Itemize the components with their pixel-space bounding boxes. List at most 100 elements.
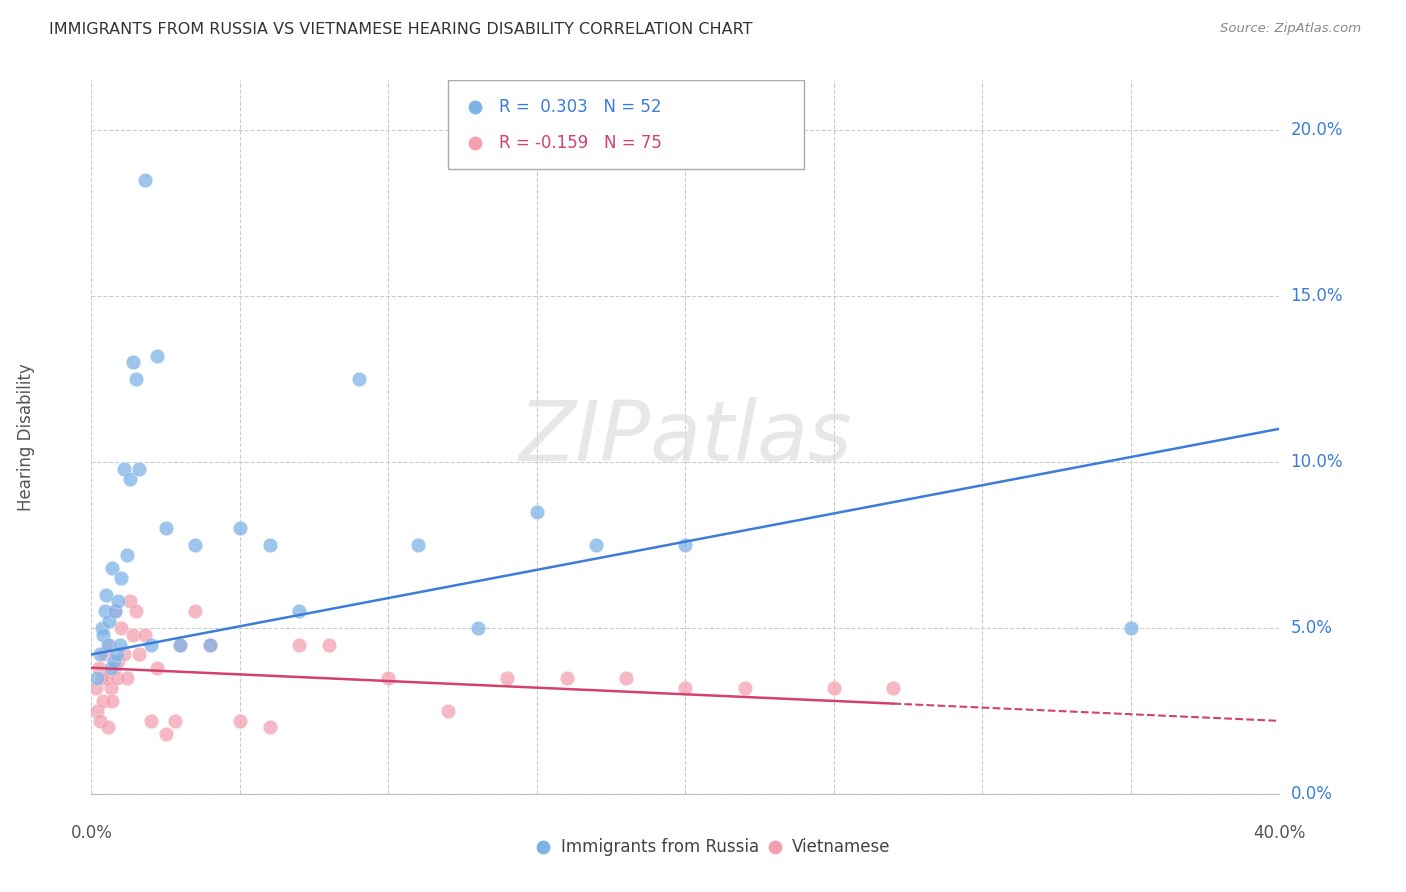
Point (134, 627, 156, 641)
Point (90, 671, 112, 685)
Point (145, 349, 167, 363)
Point (145, 661, 167, 675)
Point (107, 594, 129, 608)
Point (115, 671, 138, 685)
Point (96, 588, 118, 602)
Point (90, 621, 112, 635)
Point (496, 671, 519, 685)
Point (118, 594, 141, 608)
Point (105, 671, 128, 685)
Point (110, 621, 132, 635)
Point (89, 714, 111, 728)
Point (87, 661, 110, 675)
Text: R =  0.303   N = 52: R = 0.303 N = 52 (499, 98, 661, 116)
Point (125, 372, 148, 386)
Text: 5.0%: 5.0% (1291, 619, 1333, 637)
Point (115, 548, 138, 562)
Point (86, 704, 108, 718)
Point (526, 505, 548, 519)
Point (89, 648, 111, 662)
Point (90, 756, 112, 771)
Point (84, 681, 107, 695)
Point (128, 648, 150, 662)
Point (288, 638, 311, 652)
Point (94, 648, 117, 662)
Point (94, 604, 117, 618)
Point (229, 521, 252, 535)
Point (100, 661, 122, 675)
Point (155, 521, 177, 535)
Point (91, 789, 114, 804)
Point (467, 621, 489, 635)
Point (90, 755, 112, 769)
Point (139, 714, 162, 728)
Point (100, 681, 122, 695)
Point (673, 681, 696, 695)
Point (555, 671, 578, 685)
Point (155, 727, 177, 741)
Point (734, 681, 756, 695)
Point (103, 654, 125, 668)
Point (97, 638, 120, 652)
Point (91, 627, 114, 641)
Point (112, 461, 135, 475)
Point (97, 789, 120, 804)
Point (122, 355, 145, 369)
Point (614, 671, 637, 685)
Text: Source: ZipAtlas.com: Source: ZipAtlas.com (1220, 22, 1361, 36)
Text: 20.0%: 20.0% (1291, 121, 1343, 139)
Point (104, 604, 127, 618)
Point (134, 173, 156, 187)
Point (823, 681, 845, 695)
Text: 40.0%: 40.0% (1253, 824, 1306, 842)
Point (169, 638, 191, 652)
Point (377, 671, 399, 685)
Point (406, 538, 429, 552)
Point (98, 638, 121, 652)
Text: Vietnamese: Vietnamese (793, 838, 891, 856)
Point (1119, 621, 1142, 635)
Point (107, 654, 129, 668)
Point (259, 721, 281, 735)
Point (112, 648, 135, 662)
Point (673, 538, 696, 552)
Text: Hearing Disability: Hearing Disability (17, 363, 35, 511)
Point (104, 604, 127, 618)
Text: R = -0.159   N = 75: R = -0.159 N = 75 (499, 134, 662, 152)
Point (105, 648, 128, 662)
Point (91, 694, 114, 708)
Point (288, 604, 311, 618)
Point (86, 671, 108, 685)
Point (347, 372, 370, 386)
Point (118, 472, 141, 486)
Point (96, 671, 118, 685)
Point (163, 714, 186, 728)
Point (169, 638, 191, 652)
Point (101, 561, 124, 575)
Point (200, 638, 222, 652)
Point (122, 627, 145, 641)
Point (139, 638, 162, 652)
Point (97, 721, 120, 735)
Point (110, 571, 132, 585)
Point (436, 704, 458, 718)
Point (184, 538, 207, 552)
Point (98, 615, 121, 629)
Text: 15.0%: 15.0% (1291, 287, 1343, 305)
Point (229, 714, 252, 728)
Point (882, 681, 904, 695)
Point (128, 461, 150, 475)
Point (259, 538, 281, 552)
Point (103, 661, 125, 675)
Point (200, 638, 222, 652)
Text: 0.0%: 0.0% (1291, 785, 1333, 803)
Text: ZIPatlas: ZIPatlas (519, 397, 852, 477)
Text: Immigrants from Russia: Immigrants from Russia (561, 838, 759, 856)
Text: IMMIGRANTS FROM RUSSIA VS VIETNAMESE HEARING DISABILITY CORRELATION CHART: IMMIGRANTS FROM RUSSIA VS VIETNAMESE HEA… (49, 22, 752, 37)
FancyBboxPatch shape (447, 80, 804, 169)
Point (108, 638, 131, 652)
Point (101, 694, 124, 708)
Point (184, 604, 207, 618)
Text: 0.0%: 0.0% (70, 824, 112, 842)
Text: 10.0%: 10.0% (1291, 453, 1343, 471)
